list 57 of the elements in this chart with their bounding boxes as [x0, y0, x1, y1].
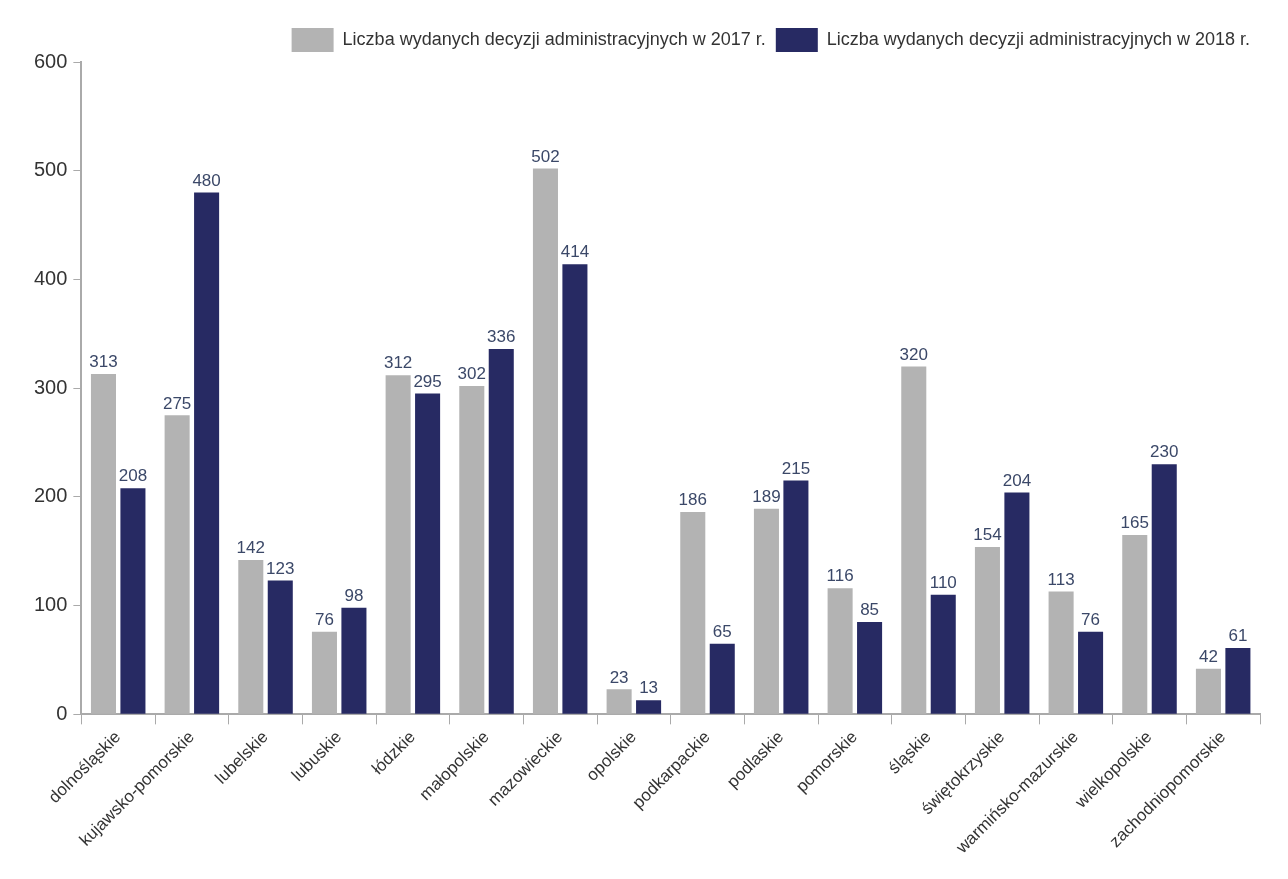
legend-label: Liczba wydanych decyzji administracyjnych w 2017 r. [342, 28, 766, 49]
y-tick-label: 100 [33, 593, 68, 616]
bar [194, 192, 220, 714]
bar [1225, 648, 1251, 714]
bar [709, 643, 735, 714]
data-label: 295 [413, 371, 442, 391]
bar [267, 580, 293, 714]
y-tick-label: 500 [33, 158, 68, 181]
data-label: 23 [609, 667, 629, 687]
data-label: 320 [899, 344, 928, 364]
data-label: 302 [457, 364, 486, 384]
y-tick-label: 200 [33, 484, 68, 507]
bar [783, 480, 809, 714]
data-label: 65 [712, 621, 732, 641]
data-label: 336 [487, 327, 516, 347]
data-label: 189 [752, 487, 781, 507]
bar [857, 621, 883, 714]
data-label: 204 [1002, 470, 1032, 490]
data-label: 154 [973, 525, 1002, 545]
bar [1004, 492, 1030, 714]
bar [488, 349, 514, 714]
data-label: 230 [1150, 442, 1179, 462]
data-label: 110 [929, 572, 957, 592]
bar [636, 700, 662, 714]
data-label: 312 [383, 353, 413, 373]
data-label: 76 [1081, 609, 1101, 629]
data-label: 215 [781, 458, 811, 478]
legend-label: Liczba wydanych decyzji administracyjnych w 2018 r. [826, 28, 1251, 49]
bar [1078, 631, 1104, 714]
data-label: 414 [560, 242, 590, 262]
bar [562, 264, 588, 714]
y-tick-label: 0 [56, 701, 68, 724]
data-label: 275 [162, 393, 192, 413]
bar [341, 607, 367, 714]
data-label: 502 [531, 146, 560, 166]
bar [415, 393, 441, 714]
data-label: 61 [1228, 626, 1248, 646]
data-label: 165 [1120, 513, 1149, 533]
y-tick-label: 300 [33, 375, 68, 398]
data-label: 42 [1198, 646, 1218, 666]
bar [120, 488, 146, 714]
data-label: 116 [826, 566, 854, 586]
data-label: 208 [118, 466, 148, 486]
data-label: 13 [639, 678, 659, 698]
data-label: 98 [344, 585, 364, 605]
data-label: 313 [89, 352, 118, 372]
data-label: 186 [678, 490, 707, 510]
y-tick-label: 600 [33, 49, 68, 72]
bar [1151, 464, 1177, 714]
data-label: 76 [315, 609, 334, 629]
data-label: 142 [236, 538, 265, 558]
y-tick-label: 400 [33, 266, 68, 289]
data-label: 123 [266, 558, 295, 578]
data-label: 113 [1047, 569, 1075, 589]
bar [930, 594, 956, 714]
data-label: 85 [860, 600, 880, 620]
data-label: 480 [192, 170, 221, 190]
